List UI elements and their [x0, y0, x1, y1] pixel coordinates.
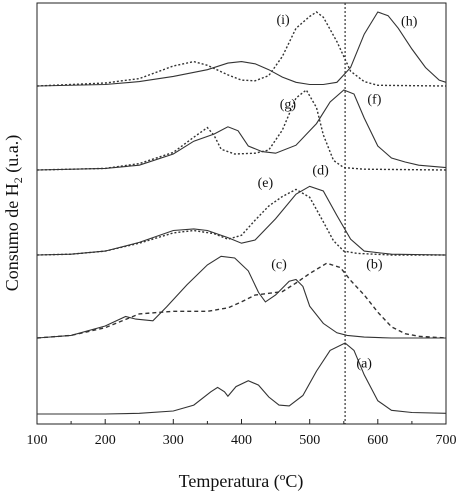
x-tick-label: 200	[95, 433, 116, 448]
series-line-3-1	[36, 88, 447, 171]
series-line-1-0	[36, 255, 446, 339]
x-axis-tick-labels: 100 200 300 400 500 600 700	[27, 433, 457, 448]
series-label: (c)	[271, 257, 287, 272]
x-tick-label: 300	[163, 433, 184, 448]
x-tick-label: 700	[436, 433, 457, 448]
series-label: (g)	[280, 97, 297, 112]
y-axis-label: Consumo de H2 (u.a.)	[2, 135, 25, 291]
series-line-0-0	[37, 342, 447, 415]
x-tick-label: 500	[299, 433, 320, 448]
series-label: (h)	[401, 14, 418, 29]
series-label: (e)	[258, 176, 274, 191]
y-axis-label-tail: (u.a.)	[2, 135, 23, 177]
series-line-4-0	[36, 11, 447, 87]
x-tick-label: 600	[367, 433, 388, 448]
series-label: (d)	[312, 163, 329, 178]
series-label: (i)	[276, 13, 290, 28]
x-tick-label: 100	[27, 433, 48, 448]
x-tick-label: 400	[231, 433, 252, 448]
plot-frame	[36, 2, 447, 425]
series-line-1-1	[36, 262, 447, 339]
series-labels: (a) (c) (b) (d) (e) (f) (g) (h) (i)	[258, 13, 418, 372]
series-label: (b)	[366, 257, 383, 272]
series-label: (f)	[367, 93, 381, 108]
series-label: (a)	[356, 356, 372, 371]
curves-layer	[36, 11, 447, 415]
series-line-2-1	[36, 188, 446, 256]
y-axis-label-subscript: 2	[11, 177, 25, 183]
x-axis-label: Temperatura (ºC)	[179, 471, 304, 492]
x-axis-ticks	[36, 419, 447, 424]
series-line-2-0	[36, 185, 447, 256]
y-axis-label-main: Consumo de H	[2, 183, 22, 291]
series-line-3-0	[36, 89, 447, 171]
series-line-4-1	[36, 11, 447, 87]
